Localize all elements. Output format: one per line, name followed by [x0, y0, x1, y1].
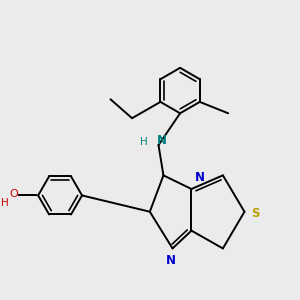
Text: S: S — [251, 207, 260, 220]
Text: N: N — [166, 254, 176, 268]
Text: N: N — [194, 172, 205, 184]
Text: O: O — [10, 189, 18, 199]
Text: H: H — [140, 137, 148, 147]
Text: N: N — [157, 134, 166, 147]
Text: H: H — [1, 198, 9, 208]
